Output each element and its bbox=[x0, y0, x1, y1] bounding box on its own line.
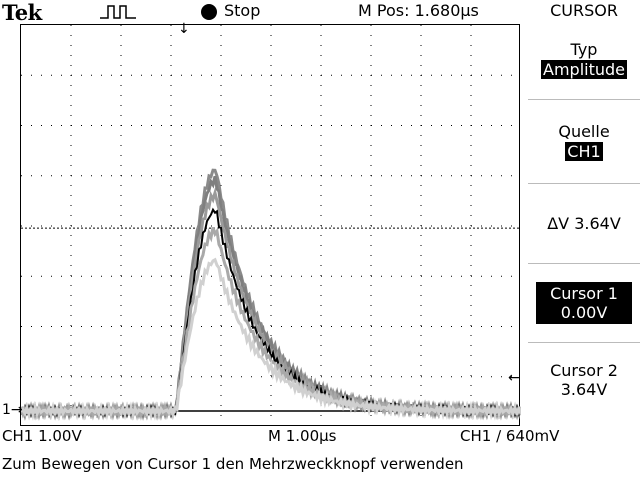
menu-cursor2-button[interactable]: Cursor 2 3.64V bbox=[528, 342, 640, 426]
type-value: Amplitude bbox=[541, 60, 627, 79]
delta-value: ΔV 3.64V bbox=[547, 214, 621, 233]
stop-indicator-icon bbox=[201, 4, 217, 20]
source-label: Quelle bbox=[558, 122, 610, 141]
trigger-pulse-icon bbox=[100, 5, 136, 19]
timebase: M 1.00µs bbox=[268, 427, 337, 445]
trigger-position-marker-icon: ↓ bbox=[178, 21, 190, 37]
horizontal-position: M Pos: 1.680µs bbox=[358, 1, 479, 20]
menu-type-button[interactable]: Typ Amplitude bbox=[528, 24, 640, 100]
menu-source-button[interactable]: Quelle CH1 bbox=[528, 100, 640, 184]
cursor2-label: Cursor 2 bbox=[550, 361, 618, 380]
status-bar: Tek Stop M Pos: 1.680µs CURSOR bbox=[0, 0, 640, 25]
ch1-ground-marker: 1→ bbox=[2, 402, 23, 418]
waveform-trace bbox=[21, 207, 521, 419]
menu-cursor1-button[interactable]: Cursor 1 0.00V bbox=[528, 264, 640, 342]
hint-text: Zum Bewegen von Cursor 1 den Mehrzweckkn… bbox=[2, 455, 464, 473]
brand-logo: Tek bbox=[2, 0, 42, 25]
cursor1-value: 0.00V bbox=[560, 303, 608, 322]
trigger-readout: CH1 ∕ 640mV bbox=[460, 427, 560, 445]
cursor-menu: Typ Amplitude Quelle CH1 ΔV 3.64V Cursor… bbox=[528, 24, 640, 426]
ch1-scale: CH1 1.00V bbox=[2, 427, 82, 445]
source-value: CH1 bbox=[565, 142, 603, 161]
type-label: Typ bbox=[570, 40, 598, 59]
graticule-display bbox=[20, 24, 521, 427]
bottom-status: CH1 1.00V M 1.00µs CH1 ∕ 640mV bbox=[0, 427, 640, 447]
trigger-level-marker-icon: ← bbox=[508, 370, 520, 386]
waveform-trace bbox=[21, 257, 521, 421]
acquisition-state: Stop bbox=[224, 1, 261, 20]
menu-delta-readout: ΔV 3.64V bbox=[528, 184, 640, 264]
cursor1-label: Cursor 1 bbox=[550, 284, 618, 303]
waveform-trace bbox=[21, 168, 521, 421]
waveform-plot bbox=[21, 25, 521, 427]
menu-title: CURSOR bbox=[550, 1, 618, 20]
cursor2-value: 3.64V bbox=[560, 380, 608, 399]
